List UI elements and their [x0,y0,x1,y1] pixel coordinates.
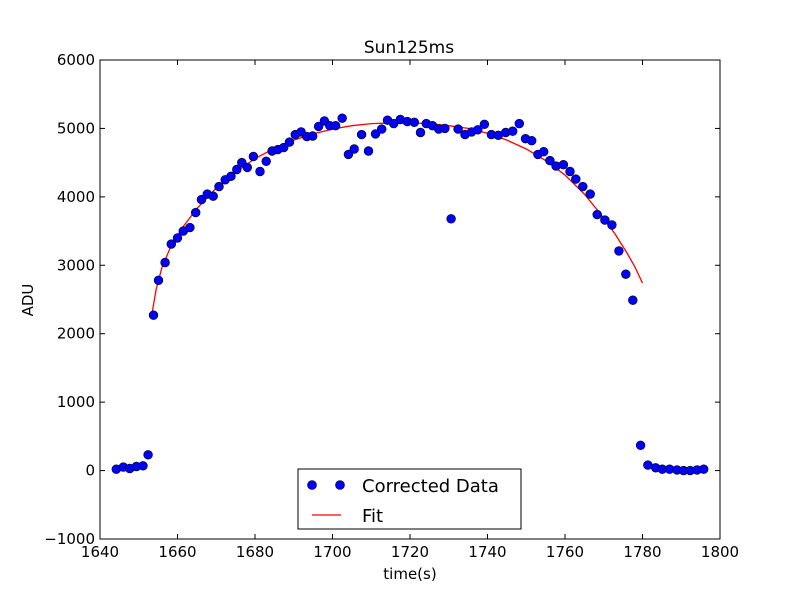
data-point [514,118,524,129]
x-tick-label: 1760 [546,543,584,561]
data-series [111,113,709,476]
x-tick-label: 1660 [158,543,196,561]
x-tick-label: 1680 [236,543,274,561]
y-tick-label: 4000 [57,188,95,206]
data-point [226,171,236,182]
data-point [138,461,148,471]
data-point [607,220,617,230]
y-tick-label: 2000 [57,325,95,343]
data-point [446,214,456,224]
y-axis-label: ADU [19,284,37,317]
data-point [508,126,518,136]
data-point [172,233,183,243]
axis-ticks: 1640 1660 1680 1700 1720 1740 1760 1780 1800 −100… [44,51,739,561]
data-point [284,137,295,147]
data-point [635,440,646,450]
data-point [698,464,709,474]
data-point [248,151,259,162]
data-point [363,146,374,156]
y-tick-label: 1000 [57,393,95,411]
data-point [308,131,318,141]
y-tick-label: 0 [85,462,95,480]
data-point [370,129,381,139]
data-point [166,239,177,249]
data-point [255,166,265,177]
data-point [160,257,170,268]
legend-frame [297,468,522,530]
data-point [330,120,341,131]
legend-label-corrected-data: Corrected Data [362,476,499,497]
data-point [453,124,463,134]
data-point [526,136,537,146]
data-point [261,156,271,167]
y-tick-label: −1000 [44,530,95,548]
data-point [565,166,575,177]
data-point [191,207,201,218]
data-point [571,174,581,184]
data-point [614,246,624,256]
data-point [538,147,549,157]
data-point [153,275,164,285]
legend: Corrected Data Fit [297,468,522,530]
legend-marker-corrected-data [307,480,317,490]
data-point [185,222,195,233]
data-point [242,162,253,173]
data-point [143,450,153,460]
x-tick-label: 1800 [701,543,739,561]
data-point [600,215,610,225]
data-point [337,113,347,123]
data-point [409,117,419,128]
data-point [349,144,359,154]
legend-marker-corrected-data [335,480,345,490]
data-point [585,189,595,199]
data-point [343,149,354,160]
data-point [148,310,159,320]
x-axis-label: time(s) [383,565,436,583]
data-point [628,295,638,305]
data-point [279,142,289,153]
x-tick-label: 1780 [623,543,661,561]
x-tick-label: 1720 [391,543,429,561]
y-tick-label: 5000 [57,119,95,137]
y-tick-label: 6000 [57,51,95,69]
data-point [473,125,483,135]
data-point [377,124,387,134]
data-point [558,160,569,170]
data-point [592,209,602,220]
x-tick-label: 1640 [81,543,119,561]
x-tick-label: 1740 [468,543,506,561]
x-tick-label: 1700 [313,543,351,561]
data-point [415,127,426,138]
data-point [479,119,490,130]
data-point [621,269,631,279]
data-point [440,123,450,134]
y-tick-label: 3000 [57,256,95,274]
data-point [356,129,367,140]
data-point [232,164,242,175]
legend-label-fit: Fit [362,506,383,527]
plot-area [111,113,709,476]
data-point [545,155,555,166]
data-point [313,121,324,132]
data-point [214,181,224,192]
data-point [208,191,218,201]
data-point [578,181,588,192]
data-point [196,194,207,205]
chart-title: Sun125ms [364,38,454,58]
data-point [643,460,653,470]
